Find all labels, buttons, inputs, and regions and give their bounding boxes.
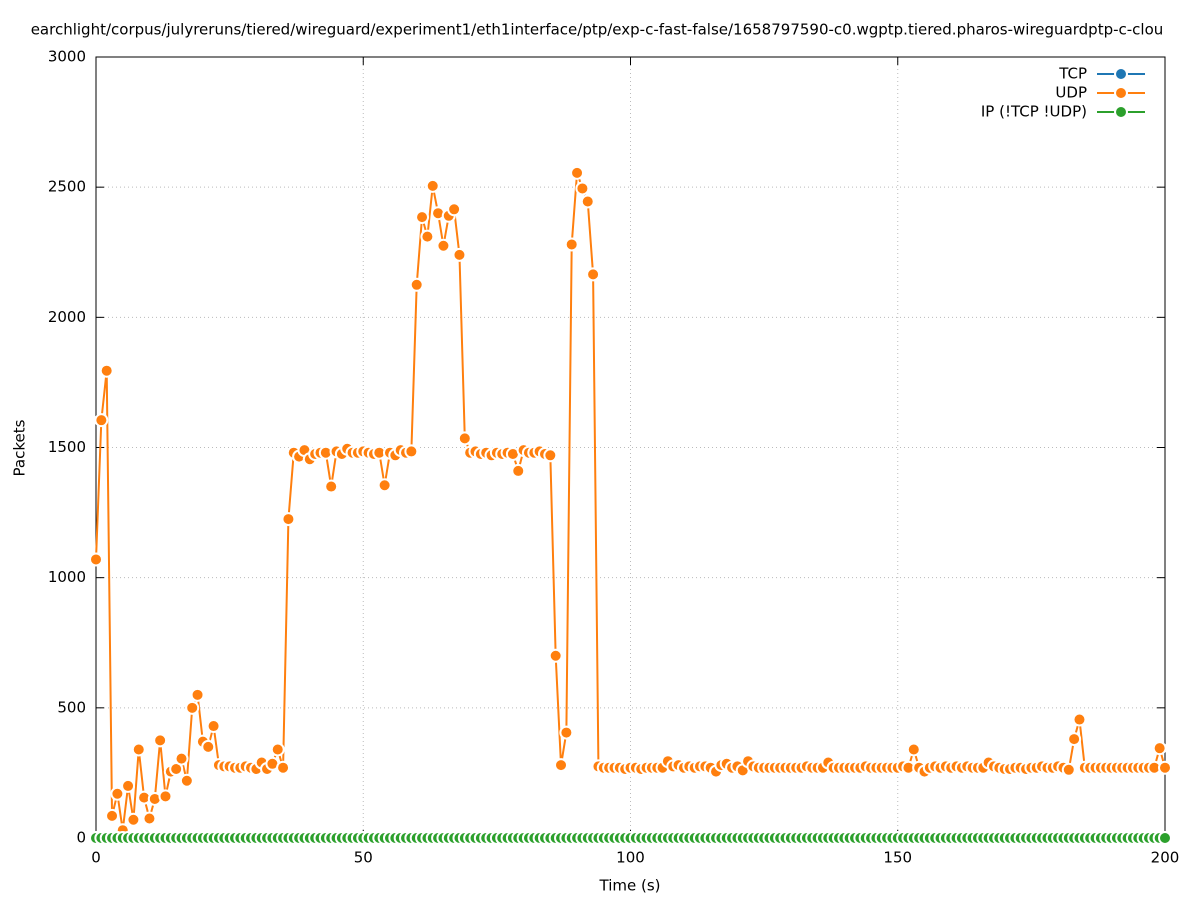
- y-axis-label: Packets: [11, 419, 29, 476]
- data-point: [142, 811, 157, 826]
- data-point: [570, 165, 585, 180]
- data-point: [105, 808, 120, 823]
- data-point: [201, 739, 216, 754]
- y-tick-label: 0: [76, 829, 86, 847]
- legend-marker: [1114, 67, 1128, 81]
- data-point: [270, 742, 285, 757]
- y-tick-label: 3000: [48, 48, 86, 66]
- data-point: [185, 700, 200, 715]
- data-point: [1158, 760, 1172, 775]
- x-tick-label: 50: [354, 849, 373, 867]
- data-point: [174, 751, 189, 766]
- data-point: [131, 742, 146, 757]
- y-tick-label: 500: [57, 698, 86, 716]
- data-point: [206, 719, 221, 734]
- data-point: [554, 758, 569, 773]
- data-point: [89, 552, 103, 567]
- data-point: [324, 479, 339, 494]
- legend-marker: [1114, 105, 1128, 119]
- legend-label: TCP: [1058, 65, 1087, 83]
- y-tick-label: 2000: [48, 308, 86, 326]
- data-point: [409, 277, 424, 292]
- data-point: [121, 778, 136, 793]
- data-point: [94, 413, 109, 428]
- data-point: [420, 229, 435, 244]
- data-point: [425, 178, 440, 193]
- data-point: [452, 247, 467, 262]
- data-point: [1067, 732, 1082, 747]
- x-tick-label: 200: [1151, 849, 1180, 867]
- data-point: [559, 725, 574, 740]
- data-point: [110, 786, 125, 801]
- data-point: [281, 512, 296, 527]
- data-point: [153, 733, 168, 748]
- data-point: [158, 789, 173, 804]
- data-point: [575, 181, 590, 196]
- data-point: [377, 478, 392, 493]
- data-point: [126, 812, 141, 827]
- chart-title: earchlight/corpus/julyreruns/tiered/wire…: [31, 21, 1164, 39]
- x-axis-label: Time (s): [599, 877, 661, 895]
- data-point: [179, 773, 194, 788]
- x-tick-label: 150: [883, 849, 912, 867]
- y-tick-label: 2500: [48, 178, 86, 196]
- y-tick-label: 1000: [48, 568, 86, 586]
- data-point: [548, 648, 563, 663]
- data-point: [586, 267, 601, 282]
- data-point: [906, 742, 921, 757]
- data-point: [276, 760, 291, 775]
- legend-marker: [1114, 86, 1128, 100]
- x-tick-label: 100: [616, 849, 645, 867]
- legend-label: IP (!TCP !UDP): [981, 103, 1087, 121]
- data-point: [404, 444, 419, 459]
- data-point: [1152, 741, 1167, 756]
- data-point: [1158, 831, 1172, 845]
- x-tick-label: 0: [91, 849, 101, 867]
- data-point: [436, 238, 451, 253]
- data-point: [511, 463, 526, 478]
- data-point: [99, 363, 114, 378]
- legend-label: UDP: [1055, 84, 1087, 102]
- data-point: [543, 448, 558, 463]
- data-point: [580, 194, 595, 209]
- data-point: [564, 237, 579, 252]
- data-point: [1061, 762, 1076, 777]
- data-point: [457, 431, 472, 446]
- data-point: [190, 687, 205, 702]
- data-point: [415, 210, 430, 225]
- data-point: [447, 202, 462, 217]
- data-point: [1072, 712, 1087, 727]
- y-tick-label: 1500: [48, 438, 86, 456]
